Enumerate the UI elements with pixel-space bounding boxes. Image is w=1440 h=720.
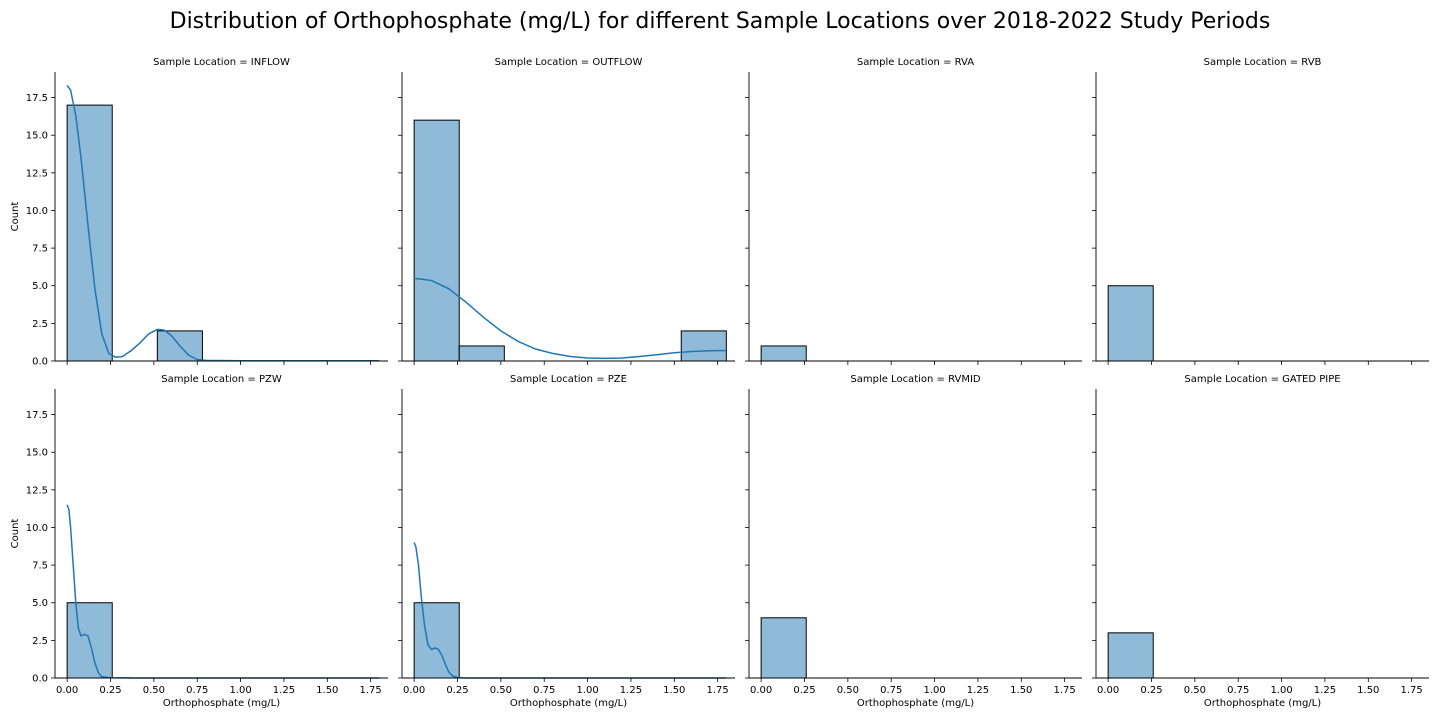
x-tick-label: 0.75 [186,685,208,696]
x-tick-label: 0.75 [880,685,902,696]
x-tick-label: 0.50 [1184,685,1206,696]
x-tick-label: 0.25 [99,685,121,696]
panel-5-kde-line [66,504,380,679]
y-tick-label: 12.5 [26,168,48,179]
x-tick-label: 0.00 [1097,685,1119,696]
x-tick-label: 1.75 [1054,685,1076,696]
y-tick-label: 15.0 [26,131,48,142]
y-tick-label: 17.5 [26,93,48,104]
panel-2-kde-line [414,277,727,360]
y-axis-label: Count [10,519,21,549]
panel-4-title: Sample Location = RVB [1204,57,1322,68]
panel-8-title: Sample Location = GATED PIPE [1184,374,1340,385]
panel-6-bar-1 [413,602,460,679]
x-tick-label: 1.00 [1270,685,1292,696]
x-tick-label: 1.00 [229,685,251,696]
panel-3-title: Sample Location = RVA [857,57,974,68]
y-tick-label: 10.0 [26,523,48,534]
x-axis-label: Orthophosphate (mg/L) [510,698,627,709]
y-tick-label: 0.0 [32,674,48,685]
panel-3-bar-1 [760,345,807,362]
x-axis-label: Orthophosphate (mg/L) [163,698,280,709]
x-tick-label: 1.25 [1314,685,1336,696]
panel-4-bar-1 [1107,285,1154,362]
x-tick-label: 0.25 [446,685,468,696]
panel-1-title: Sample Location = INFLOW [153,57,290,68]
x-tick-label: 0.25 [1140,685,1162,696]
x-tick-label: 0.25 [793,685,815,696]
x-tick-label: 1.50 [316,685,338,696]
x-tick-label: 1.25 [967,685,989,696]
y-tick-label: 10.0 [26,206,48,217]
panel-1-bar-1 [66,104,113,362]
panel-2-bar-3 [680,330,727,362]
x-tick-label: 0.75 [1227,685,1249,696]
x-tick-label: 1.25 [273,685,295,696]
x-tick-label: 0.00 [56,685,78,696]
x-tick-label: 0.75 [533,685,555,696]
panel-7-title: Sample Location = RVMID [850,374,981,385]
panel-6-title: Sample Location = PZE [510,374,627,385]
y-tick-label: 12.5 [26,485,48,496]
x-tick-label: 1.75 [1401,685,1423,696]
x-tick-label: 1.50 [1010,685,1032,696]
y-tick-label: 2.5 [32,636,48,647]
y-tick-label: 5.0 [32,598,48,609]
panel-1-kde-line [66,85,380,362]
x-tick-label: 0.00 [403,685,425,696]
panel-5-title: Sample Location = PZW [161,374,282,385]
x-tick-label: 1.25 [620,685,642,696]
panel-6-kde-line [413,542,727,679]
y-tick-label: 2.5 [32,319,48,330]
y-tick-label: 15.0 [26,448,48,459]
y-tick-label: 7.5 [32,244,48,255]
x-tick-label: 1.75 [707,685,729,696]
x-tick-label: 1.50 [1357,685,1379,696]
x-tick-label: 0.50 [837,685,859,696]
panel-7-bar-1 [760,617,807,679]
panel-8-bar-1 [1107,632,1154,679]
x-tick-label: 0.50 [490,685,512,696]
y-tick-label: 7.5 [32,561,48,572]
panel-2-title: Sample Location = OUTFLOW [495,57,643,68]
x-tick-label: 1.00 [576,685,598,696]
panel-2-bar-1 [413,119,460,362]
y-tick-label: 0.0 [32,357,48,368]
y-axis-label: Count [10,202,21,232]
x-axis-label: Orthophosphate (mg/L) [857,698,974,709]
x-tick-label: 1.00 [923,685,945,696]
y-tick-label: 5.0 [32,281,48,292]
panel-2-bar-2 [458,345,505,362]
x-tick-label: 0.00 [750,685,772,696]
x-tick-label: 1.50 [663,685,685,696]
figure-title: Distribution of Orthophosphate (mg/L) fo… [169,9,1271,34]
x-axis-label: Orthophosphate (mg/L) [1204,698,1321,709]
x-tick-label: 1.75 [360,685,382,696]
x-tick-label: 0.50 [143,685,165,696]
y-tick-label: 17.5 [26,410,48,421]
